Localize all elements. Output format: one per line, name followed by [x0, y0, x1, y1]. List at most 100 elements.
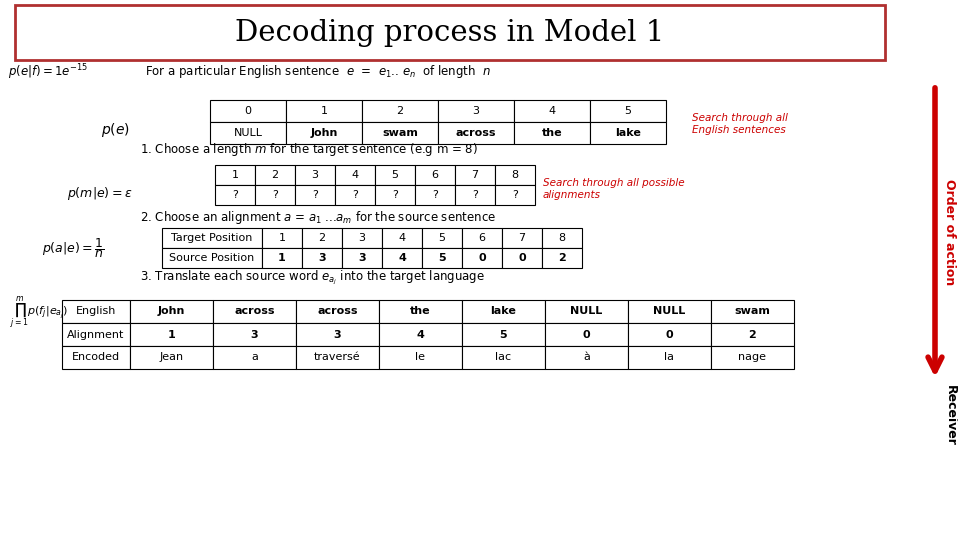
Bar: [210, 122, 286, 144]
Bar: [382, 228, 422, 248]
Text: 2: 2: [397, 106, 403, 116]
Text: 7: 7: [471, 170, 479, 180]
Bar: [379, 346, 462, 369]
Text: swam: swam: [382, 128, 418, 138]
Text: 2: 2: [318, 233, 326, 243]
Text: 4: 4: [417, 329, 424, 340]
Text: 0: 0: [666, 329, 673, 340]
Bar: [455, 185, 495, 205]
Bar: [628, 346, 711, 369]
Text: Alignment: Alignment: [67, 329, 125, 340]
Bar: [711, 346, 794, 369]
Bar: [628, 323, 711, 346]
Text: 6: 6: [431, 170, 439, 180]
Bar: [502, 228, 542, 248]
Text: 4: 4: [548, 106, 556, 116]
Text: 4: 4: [399, 233, 405, 243]
Bar: [130, 323, 213, 346]
Bar: [542, 228, 582, 248]
Bar: [255, 165, 295, 185]
Text: 4: 4: [399, 253, 406, 263]
Bar: [422, 228, 462, 248]
Bar: [213, 346, 296, 369]
Text: 5: 5: [439, 233, 445, 243]
Bar: [296, 300, 379, 323]
Text: swam: swam: [735, 307, 770, 316]
Bar: [335, 185, 375, 205]
Bar: [62, 346, 130, 369]
Text: Order of action: Order of action: [944, 179, 956, 285]
Text: 5: 5: [500, 329, 508, 340]
Bar: [302, 248, 342, 268]
Text: $p(e)$: $p(e)$: [101, 121, 129, 139]
Text: John: John: [158, 307, 185, 316]
Text: 1: 1: [278, 253, 285, 263]
Bar: [438, 100, 514, 122]
Bar: [295, 185, 335, 205]
Bar: [590, 122, 666, 144]
Text: Jean: Jean: [159, 353, 184, 362]
Text: ?: ?: [392, 190, 398, 200]
Bar: [462, 228, 502, 248]
Text: NULL: NULL: [570, 307, 603, 316]
Text: $p(m|e) = \epsilon$: $p(m|e) = \epsilon$: [67, 185, 133, 201]
Text: 8: 8: [512, 170, 518, 180]
Bar: [295, 165, 335, 185]
Bar: [342, 228, 382, 248]
Bar: [362, 100, 438, 122]
Text: For a particular English sentence  $e$  =  $e_1$.. $e_n$  of length  $n$: For a particular English sentence $e$ = …: [145, 64, 491, 80]
Text: $p(e|f) = 1e^{-15}$: $p(e|f) = 1e^{-15}$: [8, 62, 88, 82]
Text: lac: lac: [495, 353, 512, 362]
Bar: [130, 300, 213, 323]
Bar: [514, 122, 590, 144]
Bar: [415, 165, 455, 185]
Text: 0: 0: [478, 253, 486, 263]
Text: ?: ?: [312, 190, 318, 200]
Bar: [213, 300, 296, 323]
Text: 1: 1: [232, 170, 239, 180]
Text: 3. Translate each source word $e_{a_j}$ into the target language: 3. Translate each source word $e_{a_j}$ …: [140, 269, 485, 287]
Text: la: la: [665, 353, 674, 362]
Text: nage: nage: [739, 353, 766, 362]
Text: across: across: [317, 307, 357, 316]
Bar: [215, 165, 255, 185]
Text: 3: 3: [318, 253, 326, 263]
Text: 6: 6: [478, 233, 486, 243]
Text: 3: 3: [311, 170, 318, 180]
Bar: [495, 185, 535, 205]
Text: 2: 2: [271, 170, 279, 180]
Bar: [296, 323, 379, 346]
Bar: [375, 165, 415, 185]
Text: the: the: [541, 128, 562, 138]
Text: NULL: NULL: [653, 307, 686, 316]
Text: 2. Choose an alignment $a$ = $a_1$ ...$a_m$ for the source sentence: 2. Choose an alignment $a$ = $a_1$ ...$a…: [140, 210, 496, 226]
Bar: [210, 100, 286, 122]
Text: 8: 8: [559, 233, 565, 243]
Bar: [711, 323, 794, 346]
Text: NULL: NULL: [234, 128, 262, 138]
Text: 2: 2: [559, 253, 566, 263]
Bar: [262, 248, 302, 268]
Text: Decoding process in Model 1: Decoding process in Model 1: [236, 19, 665, 47]
Bar: [302, 228, 342, 248]
Text: 5: 5: [625, 106, 631, 116]
Text: $p(a|e) = \dfrac{1}{n}$: $p(a|e) = \dfrac{1}{n}$: [42, 236, 104, 260]
Bar: [379, 300, 462, 323]
Text: Encoded: Encoded: [72, 353, 120, 362]
Text: across: across: [456, 128, 496, 138]
Bar: [455, 165, 495, 185]
Bar: [462, 346, 545, 369]
Text: English: English: [76, 307, 116, 316]
Text: 1. Choose a length $m$ for the target sentence (e.g m = 8): 1. Choose a length $m$ for the target se…: [140, 141, 478, 159]
Bar: [255, 185, 295, 205]
Text: 4: 4: [352, 170, 358, 180]
Bar: [545, 323, 628, 346]
Text: le: le: [416, 353, 425, 362]
Bar: [162, 248, 262, 268]
Bar: [415, 185, 455, 205]
Bar: [514, 100, 590, 122]
Bar: [342, 248, 382, 268]
Bar: [296, 346, 379, 369]
Text: 0: 0: [582, 329, 590, 340]
Bar: [422, 248, 462, 268]
